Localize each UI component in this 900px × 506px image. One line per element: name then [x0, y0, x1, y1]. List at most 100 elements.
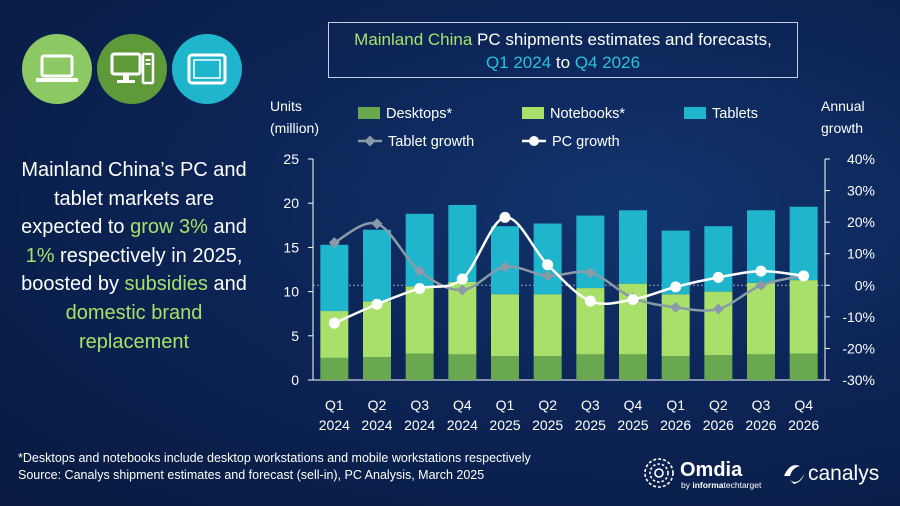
tablet-growth-point — [712, 303, 724, 315]
bar-notebooks — [405, 286, 434, 354]
bar-tablets — [363, 229, 391, 302]
x-tick-label: Q4 — [624, 397, 643, 413]
x-tick-label: 2025 — [532, 417, 563, 433]
bar-tablets — [533, 223, 562, 295]
bar-desktops — [491, 356, 519, 380]
x-tick-label: 2024 — [319, 417, 350, 433]
x-tick-label: Q4 — [794, 397, 813, 413]
bar-desktops — [405, 353, 434, 380]
x-tick-label: Q2 — [368, 397, 387, 413]
footnote-line: *Desktops and notebooks include desktop … — [18, 451, 531, 465]
x-tick-label: Q4 — [453, 397, 472, 413]
pc-growth-point — [328, 317, 340, 329]
bar-notebooks — [704, 291, 733, 356]
x-tick-label: 2025 — [617, 417, 648, 433]
legend-swatch — [684, 107, 706, 119]
omdia-sub-by: by — [681, 480, 692, 490]
tablet-growth-line — [333, 221, 804, 312]
tablet-growth-point — [414, 265, 426, 277]
bar-tablets — [448, 204, 477, 282]
chart-title: Mainland China PC shipments estimates an… — [328, 22, 798, 78]
headline-part: respectively in 2025, boosted by — [21, 244, 243, 296]
pc-growth-point — [414, 282, 426, 294]
source-line: Source: Canalys shipment estimates and f… — [18, 468, 485, 482]
bar-tablets — [491, 226, 519, 295]
canalys-logo: canalys — [780, 456, 890, 497]
left-tick-label: 15 — [283, 239, 299, 255]
x-tick-label: 2026 — [788, 417, 819, 433]
headline-highlight: subsidies — [124, 273, 208, 296]
tablet-growth-point — [755, 279, 767, 291]
headline: Mainland China’s PC and tablet markets a… — [14, 156, 254, 356]
tablet-growth-point — [542, 270, 554, 282]
pc-growth-point — [755, 265, 767, 277]
tablet-growth-point — [371, 218, 383, 230]
x-tick-label: 2026 — [745, 417, 776, 433]
headline-highlight: grow 3% — [130, 216, 208, 239]
right-tick-label: 30% — [847, 183, 875, 199]
left-axis-title: Units — [270, 98, 302, 114]
bar-desktops — [619, 354, 647, 380]
pc-growth-point — [798, 270, 810, 282]
title-to: to — [551, 53, 575, 72]
omdia-wordmark: Omdia — [680, 459, 743, 481]
bar-tablets — [789, 206, 818, 281]
bar-notebooks — [789, 280, 818, 354]
bar-notebooks — [747, 282, 775, 355]
x-tick-label: Q2 — [538, 397, 557, 413]
omdia-sub-techtarget: techtarget — [724, 480, 762, 490]
legend-swatch — [522, 107, 544, 119]
headline-part: and — [207, 273, 247, 296]
legend-label: Tablet growth — [388, 134, 474, 150]
bar-tablets — [320, 244, 349, 312]
x-tick-label: 2026 — [660, 417, 691, 433]
desktop-icon — [97, 34, 167, 104]
footnote: *Desktops and notebooks include desktop … — [18, 450, 531, 484]
x-tick-label: Q1 — [496, 397, 515, 413]
title-end-period: Q4 2026 — [574, 53, 641, 72]
left-tick-label: 25 — [283, 151, 299, 167]
pc-growth-point — [670, 281, 682, 293]
title-region: Mainland China — [354, 30, 473, 49]
tablet-growth-point — [328, 237, 340, 249]
x-tick-label: Q1 — [666, 397, 685, 413]
headline-highlight: domestic brand replacement — [65, 301, 203, 353]
right-tick-label: 0% — [855, 277, 875, 293]
bar-desktops — [747, 354, 775, 380]
x-tick-label: Q3 — [410, 397, 429, 413]
legend-swatch — [358, 107, 380, 119]
tablet-growth-point — [499, 261, 511, 273]
left-tick-label: 5 — [291, 328, 299, 344]
right-axis-title: growth — [821, 120, 863, 136]
bar-desktops — [661, 356, 690, 380]
bar-desktops — [320, 357, 349, 380]
legend-marker — [364, 135, 376, 147]
bar-desktops — [533, 356, 562, 380]
legend-label: Tablets — [712, 106, 758, 122]
x-tick-label: Q3 — [581, 397, 600, 413]
bar-notebooks — [363, 301, 391, 358]
bar-desktops — [363, 357, 391, 380]
right-axis-title: Annual — [821, 98, 865, 114]
bar-desktops — [576, 354, 605, 380]
canalys-wordmark: canalys — [808, 462, 879, 485]
omdia-logo: Omdia by informatechtarget — [642, 456, 772, 497]
pc-growth-point — [456, 273, 468, 285]
headline-part: and — [207, 216, 247, 239]
bar-desktops — [448, 354, 477, 380]
right-tick-label: -20% — [842, 340, 875, 356]
right-tick-label: 20% — [847, 214, 875, 230]
bar-desktops — [704, 355, 733, 380]
right-tick-label: 40% — [847, 151, 875, 167]
x-tick-label: Q1 — [325, 397, 344, 413]
legend-marker — [529, 136, 539, 146]
right-tick-label: -10% — [842, 309, 875, 325]
left-axis-title: (million) — [270, 120, 319, 136]
legend-label: Desktops* — [386, 106, 452, 122]
headline-highlight: 1% — [25, 244, 55, 267]
headline-part: Mainland China’s PC and tablet markets a… — [21, 159, 247, 239]
pc-growth-point — [712, 271, 724, 283]
pc-growth-point — [627, 293, 639, 305]
x-tick-label: 2024 — [361, 417, 392, 433]
